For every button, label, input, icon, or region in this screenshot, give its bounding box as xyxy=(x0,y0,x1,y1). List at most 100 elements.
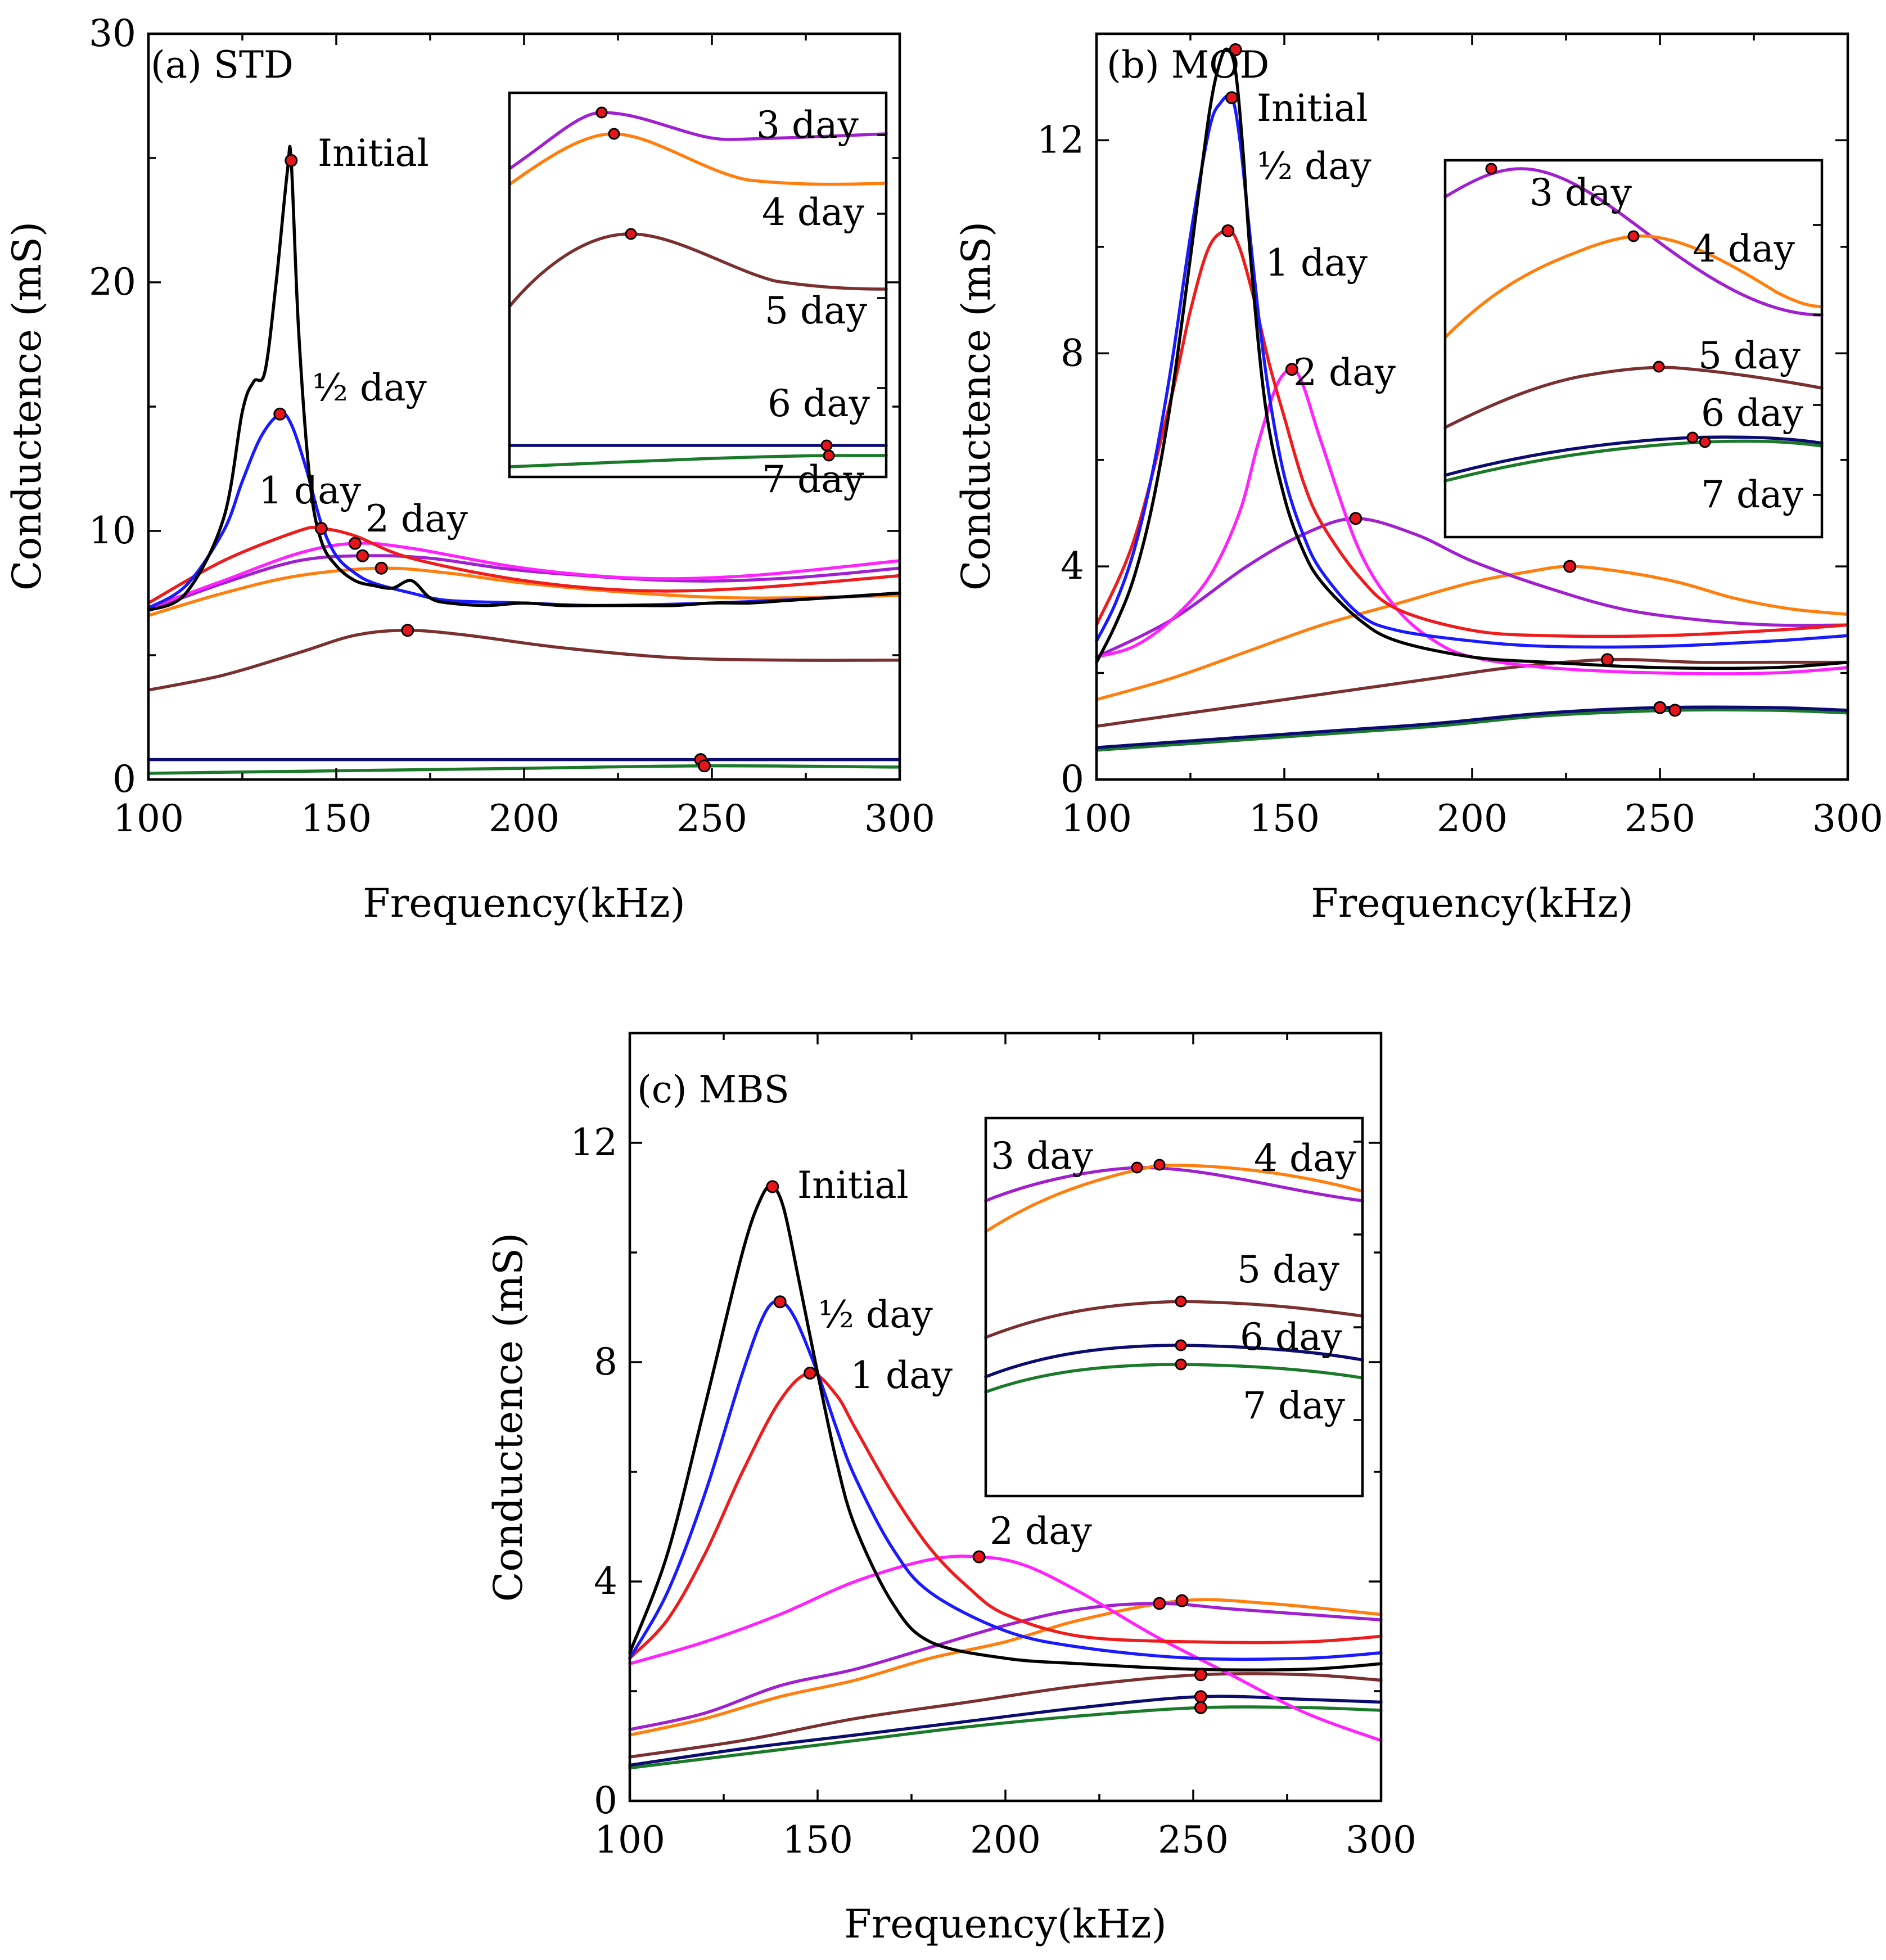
panel-c-inset-label-4-day: 4 day xyxy=(1254,1137,1357,1180)
panel-c-marker-5-day xyxy=(1194,1668,1207,1682)
panel-b-curve-3-day xyxy=(1095,517,1849,659)
panel-a-inset-curve-5-day xyxy=(508,232,888,308)
panel-a-marker-1-day xyxy=(314,522,328,535)
panel-a-ytick-label: 10 xyxy=(89,509,136,552)
panel-c-inset-curves xyxy=(984,1159,1364,1394)
panel-a-curve-5-day xyxy=(147,629,901,692)
panel-a-label-initial: Initial xyxy=(318,132,429,175)
panel-a-curve-initial xyxy=(147,145,901,612)
panel-c-marker-6-day xyxy=(1194,1690,1207,1704)
panel-c-curve-5-day xyxy=(628,1672,1383,1759)
panel-c-xtick-label: 300 xyxy=(1346,1818,1416,1862)
panel-a-inset-marker-6-day xyxy=(820,439,833,452)
panel-b-label-1-day: 1 day xyxy=(1265,241,1368,285)
panel-c-marker-initial xyxy=(766,1180,779,1193)
panel-a-inset-label-5-day: 5 day xyxy=(765,289,868,332)
panel-b-marker-2-day xyxy=(1285,363,1298,376)
panel-b: 100 150 200 250 300 0 4 8 12 (b) MOD Frequency(k… xyxy=(953,32,1883,926)
panel-c-curve-3-day xyxy=(628,1602,1383,1732)
panel-c-label-initial: Initial xyxy=(797,1164,909,1207)
panel-b-marker-6-day xyxy=(1653,701,1667,714)
panel-c-inset: 3 day 4 day 5 day 6 day 7 day xyxy=(984,1116,1364,1498)
panel-b-inset-curve-5-day xyxy=(1443,366,1824,429)
panel-a-inset-marker-3-day xyxy=(595,106,608,119)
panel-a-inset-curve-7-day xyxy=(508,454,888,468)
panel-c-xtick-label: 250 xyxy=(1158,1818,1229,1862)
panel-a-xtick-label: 150 xyxy=(301,797,372,840)
panel-a-inset-marker-4-day xyxy=(608,128,620,140)
panel-b-inset-marker-4-day xyxy=(1627,230,1640,242)
panel-a-inset-frame xyxy=(508,91,888,479)
panel-c-inset-marker-4-day xyxy=(1153,1159,1166,1171)
panel-b-curve-5-day xyxy=(1095,657,1849,728)
panel-c-xtick-label: 150 xyxy=(782,1818,853,1862)
panel-a-title: (a) STD xyxy=(151,43,294,87)
panel-a-xtick-label: 250 xyxy=(676,797,747,840)
panel-b-title: (b) MOD xyxy=(1107,43,1269,87)
panel-b-inset-marker-3-day xyxy=(1485,163,1497,175)
panel-b-ytick-label: 0 xyxy=(1061,758,1084,801)
panel-c-inset-frame xyxy=(984,1116,1364,1498)
panel-b-inset-curves xyxy=(1443,163,1824,483)
panel-b-inset-label-6-day: 6 day xyxy=(1701,391,1804,435)
panel-b-marker-1-day xyxy=(1221,224,1235,237)
panel-a-marker-5-day xyxy=(401,624,414,637)
panel-b-curve-half-day xyxy=(1095,94,1849,649)
panel-b-curve-6-day xyxy=(1095,705,1849,749)
panel-c-xtick-label: 100 xyxy=(594,1818,665,1862)
panel-a-curve-2-day xyxy=(147,541,901,610)
panel-a: 100 150 200 250 300 0 10 20 30 (a) STD Frequency… xyxy=(4,12,935,926)
panel-c-inset-label-6-day: 6 day xyxy=(1240,1315,1343,1359)
panel-c-xtick-label: 200 xyxy=(970,1818,1041,1862)
panel-b-inset-marker-5-day xyxy=(1653,361,1665,373)
panel-a-xtick-label: 100 xyxy=(113,797,184,840)
panel-b-marker-7-day xyxy=(1668,704,1682,717)
panel-c-inset-marker-3-day xyxy=(1131,1161,1143,1174)
panel-b-marker-5-day xyxy=(1601,653,1614,666)
panel-a-marker-7-day xyxy=(698,759,711,773)
panel-b-ytick-label: 4 xyxy=(1061,544,1084,588)
panel-a-marker-4-day xyxy=(375,561,388,575)
panel-b-xtick-label: 200 xyxy=(1437,797,1508,840)
panel-a-ylabel: Conductence (mS) xyxy=(4,222,50,591)
panel-c-ytick-label: 12 xyxy=(570,1121,617,1164)
panel-b-xtick-label: 250 xyxy=(1625,797,1695,840)
panel-c-inset-marker-5-day xyxy=(1175,1295,1187,1308)
panel-b-curve-2-day xyxy=(1095,367,1849,675)
panel-c-title: (c) MBS xyxy=(637,1068,789,1111)
panel-b-curve-7-day xyxy=(1095,708,1849,752)
panel-a-inset-curves xyxy=(508,106,888,468)
panel-b-label-half-day: ½ day xyxy=(1257,145,1372,188)
panel-b-ticks: 100 150 200 250 300 0 4 8 12 xyxy=(1037,33,1883,840)
panel-b-ytick-label: 12 xyxy=(1037,118,1084,161)
panel-a-inset-curve-3-day xyxy=(508,111,888,170)
panel-b-marker-half-day xyxy=(1225,91,1238,105)
panel-b-curve-4-day xyxy=(1095,565,1849,701)
panel-a-marker-initial xyxy=(285,154,298,167)
panel-b-xtick-label: 150 xyxy=(1249,797,1320,840)
panel-a-ytick-label: 30 xyxy=(89,12,136,55)
panel-b-inset-label-7-day: 7 day xyxy=(1701,473,1804,516)
panel-a-plot-curves xyxy=(147,145,901,775)
panel-a-curve-3-day xyxy=(147,554,901,612)
panel-b-inset: 3 day 4 day 5 day 6 day 7 day xyxy=(1443,159,1824,539)
panel-a-marker-3-day xyxy=(356,549,369,562)
panel-a-curve-1-day xyxy=(147,525,901,605)
panel-b-inset-marker-7-day xyxy=(1699,436,1711,448)
panel-c-ytick-label: 8 xyxy=(594,1340,617,1384)
panel-a-inset-curve-4-day xyxy=(508,132,888,186)
panel-b-label-initial: Initial xyxy=(1257,87,1368,130)
panel-c-marker-3-day xyxy=(1153,1597,1166,1610)
panel-b-inset-curve-6-day xyxy=(1443,435,1824,477)
panel-c-marker-2-day xyxy=(972,1550,986,1564)
panel-b-curve-initial xyxy=(1095,47,1849,670)
panel-c-marker-7-day xyxy=(1194,1701,1207,1714)
panel-c-ylabel: Conductence (mS) xyxy=(485,1233,531,1602)
panel-a-inset-marker-5-day xyxy=(625,228,637,240)
panel-c-curve-7-day xyxy=(628,1705,1383,1770)
panel-c-ytick-label: 4 xyxy=(594,1560,617,1603)
panel-b-xtick-label: 100 xyxy=(1061,797,1132,840)
panel-b-inset-label-4-day: 4 day xyxy=(1693,227,1795,271)
panel-c-inset-label-3-day: 3 day xyxy=(991,1134,1094,1178)
